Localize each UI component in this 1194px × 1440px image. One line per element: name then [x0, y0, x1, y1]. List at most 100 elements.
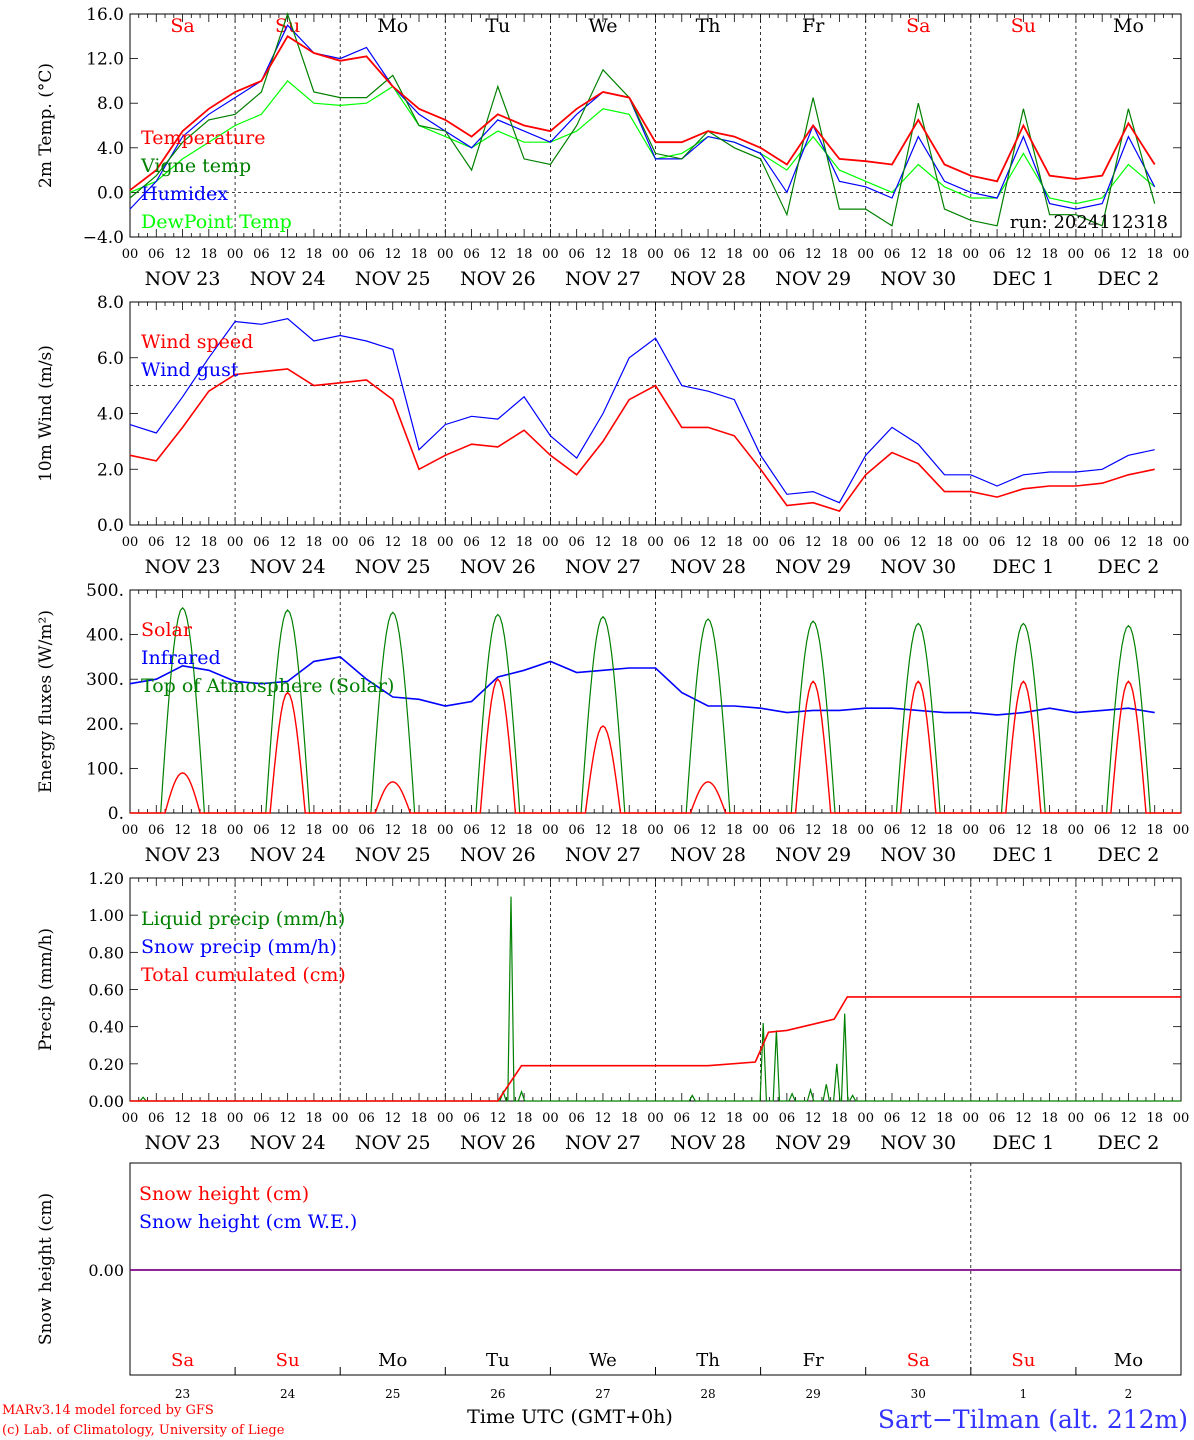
x-hour-label: 06: [674, 1111, 691, 1126]
y-tick-label: 100.: [86, 759, 124, 779]
x-date-label: DEC 2: [1098, 1132, 1160, 1154]
x-hour-label: 12: [174, 535, 191, 550]
x-hour-label: 12: [490, 247, 507, 262]
x-hour-label: 00: [332, 1111, 349, 1126]
x-hour-label: 00: [542, 535, 559, 550]
y-axis-label: Precip (mm/h): [36, 928, 56, 1051]
x-hour-label: 00: [752, 823, 769, 838]
legend-entry: Temperature: [141, 127, 265, 149]
x-hour-label: 12: [700, 535, 717, 550]
x-hour-label: 00: [1068, 823, 1085, 838]
x-hour-label: 12: [384, 823, 401, 838]
x-date-label: NOV 24: [250, 556, 326, 578]
x-hour-label: 06: [1094, 1111, 1111, 1126]
x-hour-label: 00: [542, 1111, 559, 1126]
x-hour-label: 00: [963, 535, 980, 550]
x-hour-label: 18: [1041, 1111, 1058, 1126]
y-tick-label: 0.0: [97, 516, 124, 536]
temperature-panel: −4.0 0.0 4.0 8.0 12.0 16.0 2m Temp. (°C) 00 06 12…: [36, 5, 1189, 290]
legend-entry: Top of Atmosphere (Solar): [141, 675, 394, 697]
legend-entry: Snow height (cm W.E.): [139, 1211, 357, 1233]
day-name-label: Fr: [802, 15, 825, 37]
x-hour-label: 06: [989, 247, 1006, 262]
x-hour-label: 06: [674, 535, 691, 550]
x-hour-label: 12: [700, 1111, 717, 1126]
x-hour-label: 00: [1068, 247, 1085, 262]
x-date-label: NOV 30: [880, 268, 956, 290]
legend-entry: Wind speed: [141, 331, 253, 353]
x-hour-label: 18: [936, 535, 953, 550]
x-date-label: DEC 1: [992, 268, 1054, 290]
x-hour-label: 18: [831, 247, 848, 262]
x-date-label: NOV 29: [775, 1132, 851, 1154]
x-date-label: NOV 26: [460, 268, 536, 290]
x-hour-label: 18: [621, 823, 638, 838]
x-hour-label: 12: [490, 1111, 507, 1126]
energy-fluxes-panel: 0. 100. 200. 300. 400. 500. Energy fluxes (W/m…: [36, 581, 1189, 866]
x-hour-label: 00: [647, 823, 664, 838]
x-date-label: NOV 23: [145, 1132, 221, 1154]
x-hour-label: 06: [253, 247, 270, 262]
x-hour-label: 06: [253, 535, 270, 550]
x-date-label: DEC 1: [992, 556, 1054, 578]
x-date-label: NOV 25: [355, 844, 431, 866]
x-hour-label: 00: [122, 823, 139, 838]
x-hour-label: 06: [779, 1111, 796, 1126]
x-hour-label: 06: [884, 823, 901, 838]
x-hour-label: 00: [1173, 535, 1190, 550]
x-date-label: NOV 23: [145, 844, 221, 866]
x-hour-label: 00: [752, 1111, 769, 1126]
x-hour-label: 18: [516, 535, 533, 550]
x-hour-label: 18: [726, 535, 743, 550]
y-tick-label: 2.0: [97, 460, 124, 480]
x-hour-label: 06: [779, 535, 796, 550]
x-hour-label: 18: [411, 535, 428, 550]
x-hour-label: 12: [595, 247, 612, 262]
x-hour-label: 06: [989, 535, 1006, 550]
x-hour-label: 00: [227, 823, 244, 838]
x-date-label: NOV 30: [880, 844, 956, 866]
x-date-label: DEC 1: [992, 844, 1054, 866]
day-name-label: Fr: [803, 1350, 824, 1371]
x-hour-label: 12: [910, 247, 927, 262]
y-tick-label: 0.80: [88, 943, 124, 962]
snow-height-panel: 0.00 Snow height (cm) Snow height (cm) Snow…: [36, 1162, 1182, 1428]
y-axis-label: 10m Wind (m/s): [36, 345, 56, 482]
station-name: Sart−Tilman (alt. 212m): [878, 1405, 1188, 1434]
x-date-label: DEC 2: [1098, 268, 1160, 290]
day-name-label: Mo: [1114, 1350, 1143, 1371]
wind-series-line: [129, 368, 1155, 513]
x-hour-label: 06: [253, 823, 270, 838]
x-hour-label: 00: [542, 823, 559, 838]
x-hour-label: 00: [963, 823, 980, 838]
day-name-label: Th: [696, 15, 721, 37]
x-hour-label: 12: [384, 535, 401, 550]
x-hour-label: 06: [884, 535, 901, 550]
y-axis-label: 2m Temp. (°C): [36, 63, 56, 188]
x-hour-label: 00: [227, 1111, 244, 1126]
x-day-number: 28: [700, 1387, 715, 1401]
x-hour-label: 18: [621, 535, 638, 550]
x-hour-label: 18: [936, 1111, 953, 1126]
x-hour-label: 18: [621, 247, 638, 262]
total-cumulated-line: [130, 996, 1181, 1102]
x-hour-label: 12: [595, 1111, 612, 1126]
x-date-label: NOV 25: [355, 1132, 431, 1154]
day-name-label: Sa: [907, 1350, 930, 1371]
x-date-label: NOV 27: [565, 268, 641, 290]
day-name-label: We: [588, 15, 617, 37]
x-hour-label: 18: [516, 823, 533, 838]
x-hour-label: 18: [201, 823, 218, 838]
x-hour-label: 00: [1173, 1111, 1190, 1126]
wind-panel: 0.0 2.0 4.0 6.0 8.0 10m Wind (m/s) 00 06 12 18 NOV…: [36, 293, 1189, 578]
x-hour-label: 00: [647, 535, 664, 550]
x-hour-label: 12: [279, 823, 296, 838]
x-hour-label: 06: [253, 1111, 270, 1126]
x-hour-label: 12: [595, 823, 612, 838]
x-hour-label: 12: [1120, 247, 1137, 262]
x-hour-label: 18: [1146, 247, 1163, 262]
x-hour-label: 18: [411, 1111, 428, 1126]
x-hour-label: 06: [779, 823, 796, 838]
panel-frame: [129, 301, 1182, 526]
x-hour-label: 12: [1120, 1111, 1137, 1126]
